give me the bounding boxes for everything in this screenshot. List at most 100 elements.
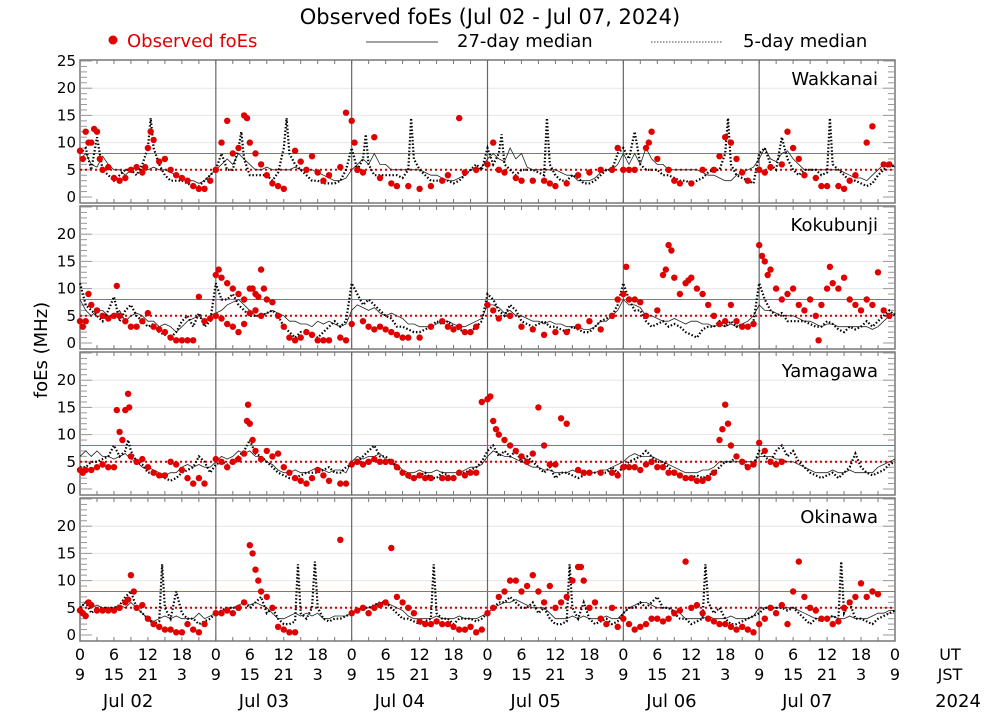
observed-point: [495, 166, 502, 173]
observed-point: [552, 182, 559, 190]
x-tick-label-jst: 15: [240, 665, 260, 684]
observed-point: [263, 296, 270, 303]
day-label: Jul 07: [781, 691, 832, 712]
day-label: Jul 03: [238, 691, 289, 712]
observed-point: [235, 144, 242, 152]
observed-point: [478, 398, 485, 406]
observed-point: [178, 629, 186, 636]
observed-point: [750, 629, 757, 636]
observed-point: [133, 163, 140, 171]
observed-point: [359, 604, 367, 611]
x-tick-label-jst: 9: [347, 665, 357, 684]
observed-point: [557, 599, 565, 606]
x-tick-label-ut: 6: [245, 645, 255, 664]
observed-point: [529, 177, 536, 184]
observed-point: [257, 588, 265, 595]
observed-point: [359, 169, 367, 176]
observed-point: [235, 604, 242, 611]
observed-point: [113, 282, 121, 290]
observed-point: [450, 326, 457, 333]
observed-point: [252, 150, 259, 157]
observed-point: [484, 610, 491, 617]
x-tick-label-ut: 6: [516, 645, 526, 664]
x-tick-label-jst: 3: [448, 665, 458, 684]
x-tick-label-ut: 18: [308, 645, 328, 664]
observed-point: [625, 166, 633, 173]
observed-point: [484, 301, 491, 309]
observed-point: [880, 307, 887, 314]
observed-point: [88, 301, 95, 309]
observed-point: [144, 144, 152, 152]
observed-point: [257, 455, 265, 463]
observed-point: [139, 318, 146, 325]
observed-point: [88, 139, 95, 146]
observed-point: [869, 123, 876, 130]
observed-point: [246, 542, 253, 549]
observed-point: [399, 334, 406, 341]
observed-point: [829, 280, 836, 287]
observed-point: [645, 139, 652, 146]
observed-point: [178, 466, 186, 474]
observed-point: [823, 182, 831, 190]
observed-point: [716, 436, 723, 444]
observed-point: [122, 318, 129, 325]
observed-point: [190, 626, 197, 633]
observed-point: [105, 163, 112, 171]
observed-point: [269, 604, 276, 611]
observed-point: [218, 610, 225, 617]
observed-point: [308, 331, 316, 338]
observed-point: [591, 599, 599, 606]
observed-point: [260, 285, 268, 292]
observed-point: [218, 139, 225, 146]
observed-point: [654, 464, 661, 471]
observed-point: [161, 626, 169, 633]
x-tick-label-ut: 18: [443, 645, 463, 664]
observed-point: [263, 447, 270, 455]
observed-point: [130, 588, 137, 595]
observed-point: [874, 591, 882, 598]
observed-point: [623, 263, 630, 270]
x-tick-label-jst: 21: [817, 665, 837, 684]
observed-point: [863, 296, 870, 303]
y-tick-label: 10: [57, 426, 76, 444]
y-tick-label: 20: [57, 79, 76, 97]
observed-point: [492, 426, 500, 433]
observed-point: [173, 172, 180, 179]
observed-point: [676, 472, 684, 479]
observed-point: [631, 166, 638, 173]
observed-point: [127, 572, 135, 579]
y-tick-label: 5: [66, 453, 76, 471]
observed-point: [772, 285, 780, 292]
observed-point: [105, 315, 112, 322]
observed-point: [308, 474, 316, 482]
observed-point: [710, 312, 718, 319]
observed-point: [688, 474, 695, 482]
observed-point: [110, 174, 118, 182]
jst-row-label: JST: [937, 665, 963, 684]
observed-point: [433, 618, 440, 625]
x-tick-label-ut: 0: [754, 645, 764, 664]
observed-point: [654, 307, 661, 314]
observed-point: [580, 469, 587, 476]
observed-point: [586, 469, 593, 476]
observed-point: [625, 464, 633, 471]
observed-point: [518, 453, 525, 460]
observed-point: [229, 323, 236, 330]
observed-point: [116, 604, 123, 611]
observed-point: [614, 296, 621, 303]
observed-point: [427, 474, 435, 482]
observed-point: [744, 626, 751, 633]
observed-point: [699, 610, 706, 617]
observed-point: [291, 629, 299, 636]
observed-point: [812, 174, 819, 182]
observed-point: [727, 442, 735, 449]
observed-point: [620, 290, 627, 298]
observed-point: [699, 477, 706, 484]
observed-point: [758, 252, 766, 260]
observed-point: [269, 180, 276, 187]
legend-5day-label: 5-day median: [743, 31, 867, 52]
observed-point: [535, 588, 542, 595]
x-tick-label-ut: 6: [652, 645, 662, 664]
observed-point: [671, 177, 678, 184]
observed-point: [563, 593, 570, 601]
